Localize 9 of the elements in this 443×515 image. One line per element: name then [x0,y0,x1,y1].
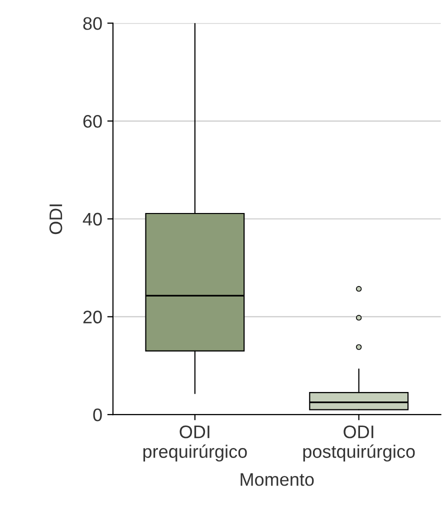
y-axis-title: ODI [49,204,62,234]
x-tick-label: ODI prequirúrgico [143,425,247,462]
x-tick-label: ODI postquirúrgico [303,425,415,462]
y-tick-label: 80 [83,17,102,30]
y-tick-label: 20 [83,310,102,324]
y-tick-label: 60 [83,114,102,128]
y-tick-label: 0 [93,408,102,422]
y-tick-label: 40 [82,212,102,226]
x-axis-title: Momento [240,473,314,486]
